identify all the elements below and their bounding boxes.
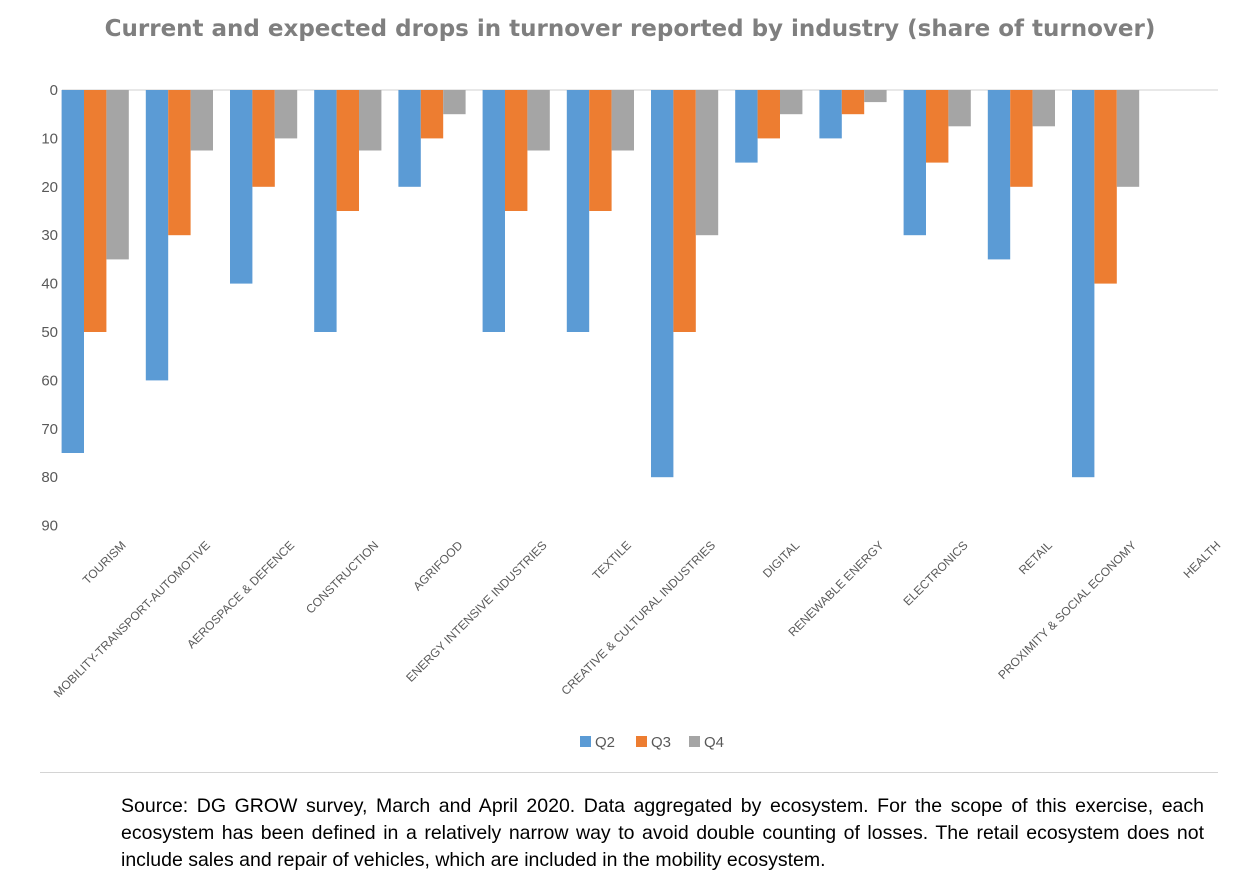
source-note: Source: DG GROW survey, March and April … xyxy=(121,795,1204,871)
bar-q3-1 xyxy=(168,90,191,236)
y-tick-label: 10 xyxy=(41,130,58,147)
bar-q4-7 xyxy=(695,90,719,236)
x-category-label: TEXTILE xyxy=(590,538,634,582)
bar-q4-10 xyxy=(948,90,971,127)
bar-q4-3 xyxy=(359,90,382,151)
x-category-label: RENEWABLE ENERGY xyxy=(785,538,886,639)
y-tick-label: 60 xyxy=(41,372,58,389)
bar-q4-12 xyxy=(1116,90,1140,187)
bar-q4-4 xyxy=(443,90,466,115)
y-tick-label: 90 xyxy=(41,518,58,535)
bar-q2-7 xyxy=(651,90,674,478)
legend-swatch-q2 xyxy=(580,736,591,747)
bar-q2-6 xyxy=(566,90,590,332)
x-category-label: HEALTH xyxy=(1181,538,1224,581)
x-category-label: ELECTRONICS xyxy=(900,538,970,608)
x-category-label: DIGITAL xyxy=(760,538,803,581)
x-category-label: RETAIL xyxy=(1016,538,1055,577)
bar-q3-3 xyxy=(336,90,359,211)
bar-q4-11 xyxy=(1032,90,1055,127)
x-axis-category-labels: TOURISMMOBILITY-TRANSPORT-AUTOMOTIVEAERO… xyxy=(51,538,1223,700)
bar-q3-9 xyxy=(841,90,865,115)
x-category-label: PROXIMITY & SOCIAL ECONOMY xyxy=(995,538,1139,682)
bar-q2-10 xyxy=(903,90,926,236)
chart-title: Current and expected drops in turnover r… xyxy=(104,16,1156,42)
bar-q2-5 xyxy=(482,90,505,332)
bar-q4-9 xyxy=(864,90,887,103)
bar-q4-5 xyxy=(527,90,550,151)
x-category-label: ENERGY INTENSIVE INDUSTRIES xyxy=(403,538,549,684)
bar-q2-9 xyxy=(819,90,842,139)
bar-q2-1 xyxy=(145,90,169,381)
bar-q3-8 xyxy=(757,90,780,139)
y-tick-label: 70 xyxy=(41,421,58,438)
bar-q2-11 xyxy=(987,90,1011,260)
bar-q3-0 xyxy=(84,90,107,332)
y-tick-label: 20 xyxy=(41,179,58,196)
bar-q4-0 xyxy=(106,90,129,260)
bar-q2-3 xyxy=(314,90,337,332)
legend: Q2 Q3 Q4 xyxy=(580,734,724,751)
x-category-label: CREATIVE & CULTURAL INDUSTRIES xyxy=(558,538,718,698)
divider-line xyxy=(40,772,1218,773)
x-category-label: CONSTRUCTION xyxy=(303,538,381,616)
bar-q3-10 xyxy=(926,90,949,163)
y-tick-label: 40 xyxy=(41,276,58,293)
x-category-label: TOURISM xyxy=(80,538,129,587)
bar-q3-4 xyxy=(420,90,444,139)
bar-q3-2 xyxy=(252,90,275,187)
x-category-label: AGRIFOOD xyxy=(410,538,465,593)
bar-q2-4 xyxy=(398,90,421,187)
bar-q3-7 xyxy=(673,90,696,332)
y-axis-ticks: 0 10 20 30 40 50 60 70 80 90 xyxy=(41,82,58,535)
x-category-label: MOBILITY-TRANSPORT-AUTOMOTIVE xyxy=(51,538,213,700)
y-tick-label: 80 xyxy=(41,469,58,486)
legend-label-q4: Q4 xyxy=(704,734,724,751)
legend-label-q3: Q3 xyxy=(651,734,671,751)
bar-q2-12 xyxy=(1072,90,1095,478)
bar-q2-8 xyxy=(735,90,758,163)
bar-q4-2 xyxy=(274,90,298,139)
legend-swatch-q4 xyxy=(689,736,700,747)
bar-q3-5 xyxy=(505,90,528,211)
bar-q2-0 xyxy=(61,90,84,453)
bar-q3-11 xyxy=(1010,90,1033,187)
y-tick-label: 50 xyxy=(41,324,58,341)
y-tick-label: 0 xyxy=(50,82,58,99)
legend-label-q2: Q2 xyxy=(595,734,615,751)
bar-q3-6 xyxy=(589,90,612,211)
bar-q4-1 xyxy=(190,90,213,151)
bar-q2-2 xyxy=(230,90,253,284)
bar-q3-12 xyxy=(1094,90,1117,284)
bar-q4-8 xyxy=(780,90,803,115)
legend-swatch-q3 xyxy=(636,736,647,747)
y-tick-label: 30 xyxy=(41,227,58,244)
bars xyxy=(61,90,1140,478)
bar-q4-6 xyxy=(611,90,634,151)
